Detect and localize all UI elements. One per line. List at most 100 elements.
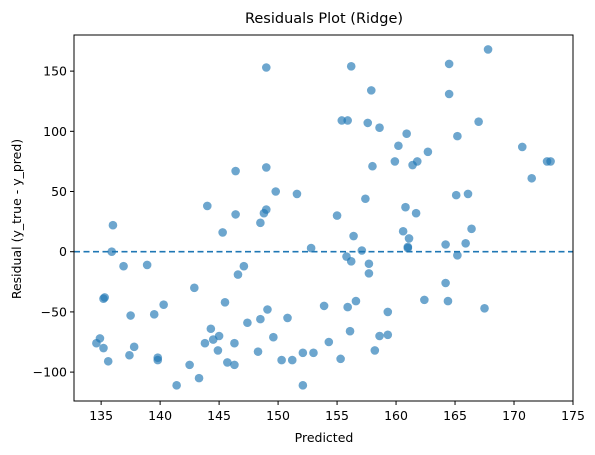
y-tick-label: 150	[43, 64, 67, 79]
data-point	[218, 228, 227, 237]
x-tick-label: 175	[561, 408, 585, 423]
data-point	[256, 218, 265, 228]
data-point	[269, 332, 278, 342]
data-point	[287, 355, 297, 365]
data-point	[394, 141, 403, 151]
data-point	[351, 296, 361, 306]
x-tick-label: 135	[89, 408, 113, 423]
data-point	[453, 131, 462, 141]
data-point	[172, 381, 181, 390]
data-point	[527, 173, 537, 183]
data-point	[261, 63, 271, 72]
data-point	[261, 205, 271, 214]
chart-title: Residuals Plot (Ridge)	[245, 11, 403, 27]
data-point	[346, 257, 356, 266]
data-point	[271, 187, 281, 196]
y-tick-label: −100	[33, 365, 67, 380]
data-point	[343, 116, 352, 125]
plot-frame	[73, 34, 574, 402]
data-point	[370, 346, 380, 355]
y-tick-label: 0	[59, 244, 67, 259]
data-point	[153, 355, 163, 365]
data-point	[404, 234, 414, 243]
data-point	[517, 142, 527, 152]
data-point	[126, 311, 135, 320]
y-tick-label: 100	[43, 124, 67, 139]
data-point	[233, 270, 243, 279]
data-point	[119, 261, 128, 271]
data-point	[463, 189, 473, 199]
data-point	[443, 296, 453, 306]
scatter-points	[92, 45, 555, 390]
data-point	[441, 240, 450, 249]
data-point	[159, 300, 168, 309]
data-point	[306, 243, 316, 253]
y-tick-label: −50	[41, 304, 67, 319]
x-axis-label: Predicted	[295, 430, 354, 445]
data-point	[357, 246, 367, 255]
x-tick-label: 160	[384, 408, 408, 423]
data-point	[461, 238, 470, 248]
data-point	[231, 166, 240, 176]
data-point	[337, 116, 347, 125]
data-point	[346, 62, 356, 71]
x-tick-label: 165	[443, 408, 467, 423]
data-point	[474, 117, 483, 126]
data-point	[390, 157, 400, 166]
y-tick-label: 50	[51, 184, 67, 199]
data-point	[368, 161, 377, 171]
data-point	[319, 301, 329, 311]
data-point	[108, 220, 118, 230]
data-point	[253, 347, 263, 356]
x-tick-label: 155	[325, 408, 349, 423]
data-point	[200, 338, 210, 348]
data-point	[343, 302, 352, 312]
data-point	[383, 330, 393, 340]
data-point	[292, 189, 302, 199]
data-point	[230, 338, 239, 348]
data-point	[256, 314, 265, 324]
data-point	[453, 251, 462, 260]
data-point	[444, 59, 454, 69]
data-point	[263, 305, 272, 314]
data-point	[349, 231, 358, 241]
data-point	[324, 337, 334, 347]
data-point	[364, 259, 374, 269]
data-point	[483, 45, 493, 54]
data-point	[261, 163, 271, 172]
data-point	[423, 147, 433, 157]
data-point	[99, 343, 108, 353]
data-point	[190, 283, 199, 293]
data-point	[401, 202, 410, 212]
data-point	[103, 356, 113, 366]
data-point	[398, 226, 408, 236]
x-axis-ticks: 135 140 145 150 155 160 165 170 175	[89, 401, 585, 423]
data-point	[361, 194, 370, 204]
data-point	[375, 123, 384, 132]
data-point	[277, 355, 286, 365]
data-point	[366, 86, 376, 95]
data-point	[214, 331, 224, 341]
data-point	[231, 210, 240, 219]
x-tick-label: 170	[502, 408, 526, 423]
data-point	[283, 313, 292, 323]
data-point	[451, 190, 461, 200]
data-point	[203, 201, 212, 211]
data-point	[480, 304, 489, 313]
data-point	[243, 318, 252, 328]
data-point	[375, 331, 384, 341]
data-point	[185, 360, 194, 370]
data-point	[420, 295, 429, 305]
data-point	[412, 157, 422, 166]
data-point	[107, 247, 117, 257]
data-point	[95, 334, 105, 343]
data-point	[336, 354, 345, 364]
data-point	[125, 350, 134, 360]
data-point	[332, 211, 342, 220]
data-point	[213, 346, 223, 355]
data-point	[441, 278, 450, 288]
x-tick-label: 150	[266, 408, 290, 423]
data-point	[149, 310, 159, 319]
data-point	[194, 373, 204, 383]
